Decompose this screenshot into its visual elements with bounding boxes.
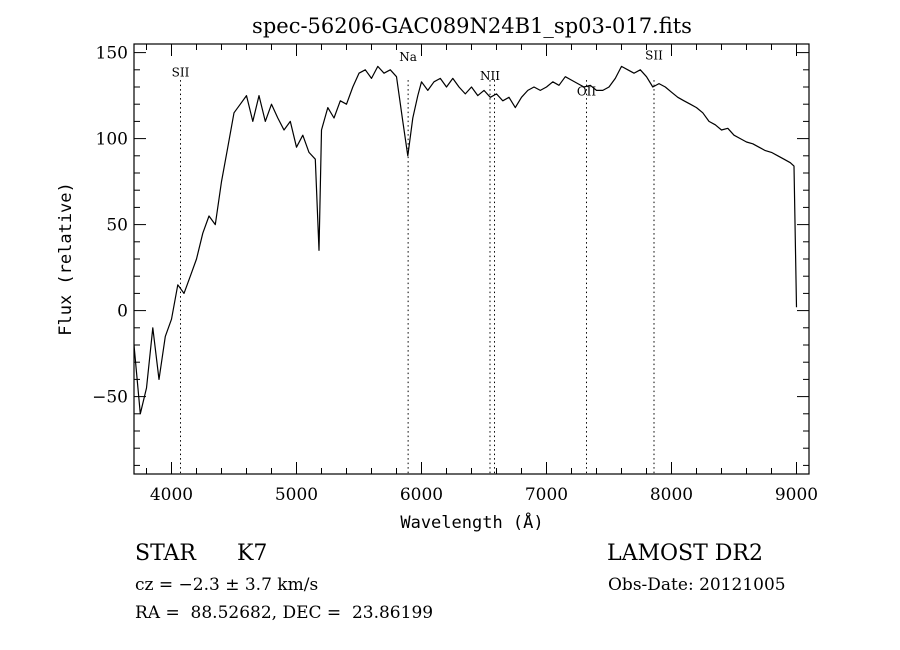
plot-frame — [133, 43, 810, 475]
x-tick-label: 7000 — [525, 485, 568, 505]
x-tick-label: 6000 — [400, 485, 443, 505]
y-tick-label: 0 — [117, 302, 128, 322]
spectral-line-label: SII — [172, 66, 190, 80]
y-tick-label: 50 — [106, 216, 128, 236]
object-class: STAR — [135, 541, 196, 566]
axis-ticks: 4000 5000 6000 7000 8000 9000 −50 0 50 100 150 — [92, 44, 818, 505]
y-axis-label: Flux (relative) — [56, 182, 76, 336]
spectrum-line — [134, 65, 798, 415]
spectral-line-label: NII — [480, 69, 500, 83]
x-tick-label: 5000 — [275, 485, 318, 505]
spectral-line-label: SII — [645, 48, 663, 62]
coordinates-text: RA = 88.52682, DEC = 23.86199 — [135, 603, 434, 623]
x-tick-label: 4000 — [150, 485, 193, 505]
spectral-line-label: OII — [577, 85, 597, 99]
observation-date: Obs-Date: 20121005 — [608, 575, 786, 595]
chart-title: spec-56206-GAC089N24B1_sp03-017.fits — [252, 14, 692, 38]
object-subclass: K7 — [237, 541, 268, 566]
x-tick-label: 9000 — [775, 485, 818, 505]
survey-name: LAMOST DR2 — [607, 541, 763, 566]
data-series — [134, 65, 798, 415]
y-tick-label: −50 — [92, 388, 128, 408]
y-tick-label: 100 — [96, 130, 128, 150]
spectrum-chart: spec-56206-GAC089N24B1_sp03-017.fits 400… — [56, 14, 818, 533]
spectral-line-label: Na — [399, 50, 417, 64]
velocity-text: cz = −2.3 ± 3.7 km/s — [135, 575, 319, 595]
x-tick-label: 8000 — [650, 485, 693, 505]
spectral-line-markers: SII Na NII OII SII — [172, 48, 663, 474]
x-axis-label: Wavelength (Å) — [400, 511, 543, 533]
y-tick-label: 150 — [96, 44, 128, 64]
